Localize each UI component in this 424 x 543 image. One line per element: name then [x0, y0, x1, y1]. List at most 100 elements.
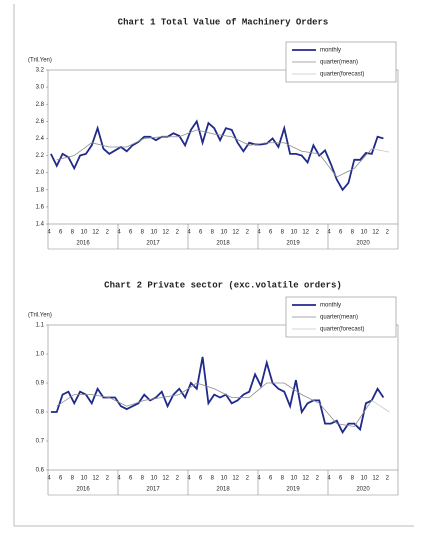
series-line [50, 119, 384, 192]
y-tick-label: 0.8 [36, 410, 45, 416]
x-tick-label: 8 [351, 230, 355, 236]
x-tick-label: 12 [162, 230, 169, 236]
x-tick-label: 2 [386, 230, 390, 236]
x-tick-label: 10 [291, 476, 298, 482]
y-tick-label: 0.9 [36, 381, 45, 387]
x-tick-label: 10 [221, 476, 228, 482]
year-label: 2020 [356, 241, 370, 247]
x-tick-label: 10 [81, 476, 88, 482]
x-tick-label: 10 [361, 476, 368, 482]
x-tick-label: 10 [291, 230, 298, 236]
x-tick-label: 2 [106, 230, 110, 236]
series-line [56, 382, 373, 427]
x-tick-label: 8 [71, 476, 75, 482]
x-tick-label: 12 [162, 476, 169, 482]
series-line [50, 356, 385, 435]
y-tick-label: 2.8 [36, 102, 45, 108]
x-tick-label: 10 [81, 230, 88, 236]
x-tick-label: 6 [199, 476, 203, 482]
chart-title: Chart 2 Private sector (exc.volatile ord… [104, 280, 342, 290]
x-tick-label: 8 [141, 476, 145, 482]
x-tick-label: 12 [372, 476, 379, 482]
x-tick-label: 8 [351, 476, 355, 482]
x-tick-label: 4 [47, 476, 51, 482]
x-tick-label: 2 [316, 230, 320, 236]
year-label: 2016 [76, 487, 90, 493]
x-tick-label: 4 [117, 476, 121, 482]
y-tick-label: 0.6 [36, 468, 45, 474]
x-tick-label: 8 [281, 230, 285, 236]
legend-label: quarter(mean) [320, 60, 358, 66]
x-tick-label: 6 [339, 476, 343, 482]
y-tick-label: 2.4 [36, 136, 45, 142]
x-tick-label: 8 [281, 476, 285, 482]
x-tick-label: 6 [269, 230, 273, 236]
x-tick-label: 12 [232, 476, 239, 482]
year-label: 2019 [286, 487, 300, 493]
x-tick-label: 4 [187, 476, 191, 482]
x-tick-label: 10 [361, 230, 368, 236]
plot-frame [47, 324, 399, 471]
x-tick-label: 4 [117, 230, 121, 236]
x-tick-label: 2 [246, 230, 250, 236]
y-tick-label: 1.8 [36, 187, 45, 193]
x-tick-label: 12 [302, 476, 309, 482]
series-line [371, 400, 390, 413]
x-tick-label: 6 [129, 230, 133, 236]
y-axis-label: (Tril.Yen) [28, 58, 52, 64]
y-tick-label: 3.0 [36, 85, 45, 91]
year-label: 2017 [146, 487, 160, 493]
legend-label: monthly [320, 303, 341, 309]
x-tick-label: 12 [302, 230, 309, 236]
year-label: 2019 [286, 241, 300, 247]
x-tick-label: 6 [59, 230, 63, 236]
year-label: 2018 [216, 241, 230, 247]
y-tick-label: 0.7 [36, 439, 45, 445]
x-tick-label: 6 [269, 476, 273, 482]
x-tick-label: 12 [372, 230, 379, 236]
x-tick-label: 2 [386, 476, 390, 482]
y-axis-label: (Tril.Yen) [28, 313, 52, 319]
x-tick-label: 2 [176, 476, 180, 482]
y-tick-label: 1.0 [36, 352, 45, 358]
x-tick-label: 12 [92, 476, 99, 482]
x-tick-label: 4 [327, 230, 331, 236]
x-tick-label: 4 [187, 230, 191, 236]
x-tick-label: 2 [176, 230, 180, 236]
legend-label: quarter(mean) [320, 315, 358, 321]
y-tick-label: 3.2 [36, 68, 45, 74]
year-label: 2020 [356, 487, 370, 493]
legend-label: monthly [320, 48, 341, 54]
x-tick-label: 10 [151, 230, 158, 236]
legend-label: quarter(forecast) [320, 72, 364, 78]
x-tick-label: 4 [257, 230, 261, 236]
x-tick-label: 8 [71, 230, 75, 236]
x-tick-label: 2 [106, 476, 110, 482]
series-line [56, 129, 373, 178]
x-tick-label: 12 [92, 230, 99, 236]
y-tick-label: 2.0 [36, 170, 45, 176]
x-tick-label: 10 [151, 476, 158, 482]
year-label: 2018 [216, 487, 230, 493]
x-tick-label: 10 [221, 230, 228, 236]
x-tick-label: 6 [59, 476, 63, 482]
chart-title: Chart 1 Total Value of Machinery Orders [118, 17, 329, 27]
legend-label: quarter(forecast) [320, 327, 364, 333]
x-tick-label: 6 [129, 476, 133, 482]
x-tick-label: 8 [211, 230, 215, 236]
y-tick-label: 2.6 [36, 119, 45, 125]
x-tick-label: 8 [141, 230, 145, 236]
y-tick-label: 2.2 [36, 153, 45, 159]
x-tick-label: 4 [327, 476, 331, 482]
x-tick-label: 2 [246, 476, 250, 482]
y-tick-label: 1.4 [36, 222, 45, 228]
year-label: 2016 [76, 241, 90, 247]
x-tick-label: 6 [199, 230, 203, 236]
x-tick-label: 4 [257, 476, 261, 482]
x-tick-label: 8 [211, 476, 215, 482]
x-tick-label: 2 [316, 476, 320, 482]
y-tick-label: 1.1 [36, 323, 45, 329]
year-label: 2017 [146, 241, 160, 247]
